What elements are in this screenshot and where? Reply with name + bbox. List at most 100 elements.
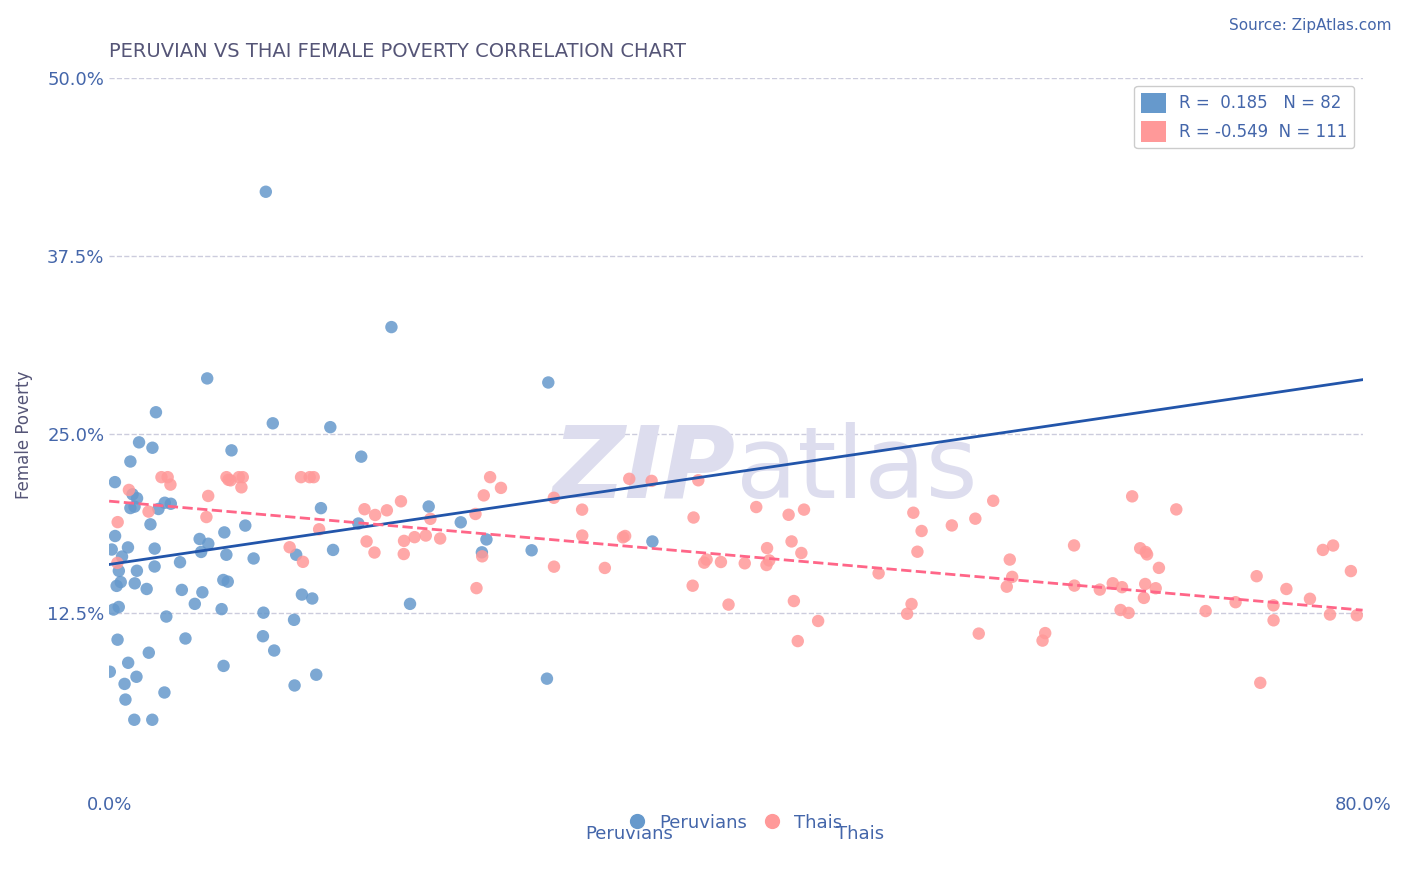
Thais — [734, 557, 756, 571]
Text: ZIP: ZIP — [553, 422, 735, 518]
Thais — [392, 533, 415, 548]
Thais — [156, 470, 179, 484]
Thais — [1249, 675, 1271, 690]
Peruvians — [155, 609, 177, 624]
Thais — [419, 512, 441, 526]
Thais — [363, 545, 385, 559]
Thais — [793, 502, 815, 516]
Thais — [688, 473, 710, 487]
Thais — [682, 510, 704, 524]
Peruvians — [418, 500, 440, 514]
Thais — [1001, 570, 1024, 584]
Peruvians — [117, 541, 139, 555]
Thais — [464, 507, 486, 521]
Thais — [278, 540, 301, 554]
Peruvians — [125, 670, 148, 684]
Peruvians — [110, 575, 132, 590]
Peruvians — [309, 501, 332, 516]
Thais — [710, 555, 733, 569]
Peruvians — [471, 545, 494, 559]
Thais — [1312, 543, 1334, 558]
Peruvians — [121, 487, 143, 501]
Thais — [356, 534, 378, 549]
Thais — [118, 483, 141, 497]
Thais — [290, 470, 312, 484]
Thais — [593, 561, 616, 575]
Peruvians — [215, 548, 238, 562]
Peruvians — [217, 574, 239, 589]
Peruvians — [262, 417, 284, 431]
Thais — [1063, 538, 1085, 552]
Thais — [571, 528, 593, 542]
Peruvians — [174, 632, 197, 646]
Thais — [758, 553, 780, 567]
Legend: Peruvians, Thais: Peruvians, Thais — [623, 806, 849, 839]
Peruvians — [184, 597, 207, 611]
Thais — [404, 530, 426, 544]
Peruvians — [138, 646, 160, 660]
Peruvians — [350, 450, 373, 464]
Thais — [1118, 606, 1140, 620]
Peruvians — [475, 533, 498, 547]
Thais — [807, 614, 830, 628]
Thais — [415, 528, 437, 542]
Thais — [197, 489, 219, 503]
Thais — [1275, 582, 1298, 596]
Peruvians — [399, 597, 422, 611]
Thais — [479, 470, 502, 484]
Thais — [1101, 576, 1123, 591]
Thais — [1133, 591, 1156, 605]
Peruvians — [105, 579, 128, 593]
Peruvians — [100, 542, 122, 557]
Thais — [228, 470, 250, 484]
Peruvians — [254, 185, 277, 199]
Thais — [1121, 489, 1143, 503]
Thais — [298, 470, 321, 484]
Thais — [614, 529, 637, 543]
Thais — [105, 556, 128, 570]
Thais — [868, 566, 890, 581]
Thais — [1063, 579, 1085, 593]
Thais — [998, 552, 1021, 566]
Peruvians — [153, 685, 176, 699]
Thais — [693, 556, 716, 570]
Thais — [543, 491, 565, 505]
Peruvians — [124, 500, 146, 514]
Thais — [364, 508, 387, 522]
Thais — [1135, 577, 1157, 591]
Thais — [1088, 582, 1111, 597]
Peruvians — [124, 713, 146, 727]
Peruvians — [212, 573, 235, 587]
Peruvians — [145, 405, 167, 419]
Peruvians — [347, 516, 370, 531]
Thais — [195, 510, 218, 524]
Peruvians — [128, 435, 150, 450]
Thais — [640, 474, 662, 488]
Peruvians — [143, 559, 166, 574]
Thais — [1346, 608, 1368, 623]
Text: atlas: atlas — [735, 422, 977, 518]
Thais — [995, 580, 1018, 594]
Peruvians — [104, 475, 127, 490]
Thais — [903, 506, 925, 520]
Peruvians — [125, 564, 148, 578]
Thais — [717, 598, 740, 612]
Peruvians — [252, 629, 274, 643]
Thais — [1340, 564, 1362, 578]
Thais — [612, 530, 634, 544]
Peruvians — [103, 602, 125, 616]
Peruvians — [305, 667, 328, 681]
Thais — [619, 472, 641, 486]
Peruvians — [120, 501, 142, 516]
Peruvians — [169, 555, 191, 569]
Thais — [967, 626, 990, 640]
Text: Thais: Thais — [837, 825, 884, 843]
Thais — [783, 594, 806, 608]
Peruvians — [283, 613, 305, 627]
Thais — [389, 494, 412, 508]
Thais — [1299, 591, 1322, 606]
Thais — [981, 493, 1004, 508]
Thais — [489, 481, 512, 495]
Thais — [1031, 633, 1053, 648]
Peruvians — [195, 371, 218, 385]
